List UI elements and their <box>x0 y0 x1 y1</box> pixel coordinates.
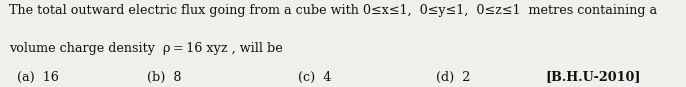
Text: [B.H.U-2010]: [B.H.U-2010] <box>545 71 641 84</box>
Text: The total outward electric flux going from a cube with 0≤x≤1,  0≤y≤1,  0≤z≤1  me: The total outward electric flux going fr… <box>9 4 657 17</box>
Text: (c)  4: (c) 4 <box>298 71 332 84</box>
Text: (b)  8: (b) 8 <box>147 71 182 84</box>
Text: (a)  16: (a) 16 <box>17 71 59 84</box>
Text: volume charge density  ρ = 16 xyz , will be: volume charge density ρ = 16 xyz , will … <box>9 42 283 55</box>
Text: (d)  2: (d) 2 <box>436 71 470 84</box>
